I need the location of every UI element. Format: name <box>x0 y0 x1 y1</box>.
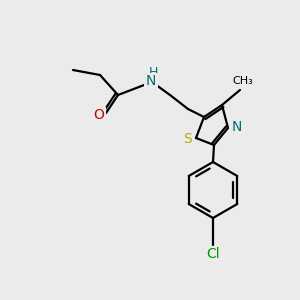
Text: N: N <box>146 74 156 88</box>
Text: H: H <box>148 65 158 79</box>
Text: S: S <box>184 132 192 146</box>
Text: CH₃: CH₃ <box>232 76 254 86</box>
Text: O: O <box>94 108 104 122</box>
Text: Cl: Cl <box>206 247 220 261</box>
Text: N: N <box>232 120 242 134</box>
